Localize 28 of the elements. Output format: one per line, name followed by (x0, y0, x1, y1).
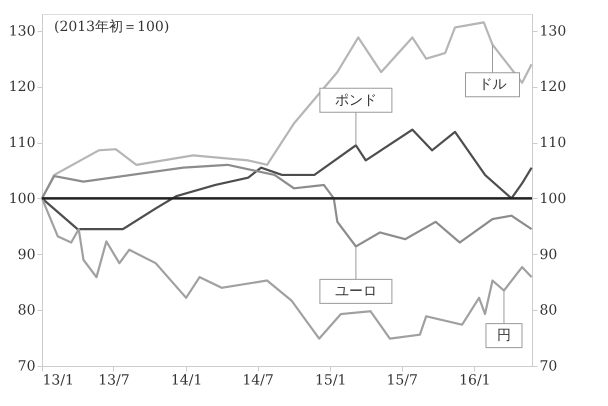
y2-tick-label: 90 (540, 246, 558, 263)
x-tick-label: 13/1 (42, 372, 74, 388)
annotation: ドル (478, 76, 507, 93)
line-series (40, 197, 533, 340)
y2-tick-label: 120 (540, 79, 566, 96)
y-tick-label: 110 (8, 135, 36, 152)
y2-tick-label: 70 (540, 358, 558, 374)
line-series (40, 164, 533, 248)
y2-tick-label: 80 (540, 302, 558, 319)
y2-tick-label: 110 (540, 135, 566, 152)
y-tick-label: 80 (18, 302, 36, 319)
x-tick-label: 14/7 (242, 372, 274, 388)
x-tick-label: 13/7 (98, 372, 130, 388)
annotation: ポンド (334, 92, 377, 108)
y-tick-label: 70 (18, 358, 36, 374)
annotation: 円 (496, 328, 511, 344)
x-tick-label: 16/1 (459, 372, 491, 388)
y-tick-label: 120 (8, 79, 36, 96)
x-tick-label: 14/1 (170, 372, 202, 388)
y2-tick-label: 130 (540, 23, 566, 40)
x-tick-label: 15/1 (315, 372, 346, 388)
annotation: ユーロ (334, 283, 377, 300)
y-tick-label: 100 (8, 190, 36, 207)
y-tick-label: 130 (8, 23, 36, 40)
y2-tick-label: 100 (540, 190, 566, 207)
x-tick-label: 15/7 (386, 372, 418, 388)
chart-subtitle: (2013年初＝100) (54, 19, 170, 35)
y-tick-label: 90 (18, 246, 36, 263)
